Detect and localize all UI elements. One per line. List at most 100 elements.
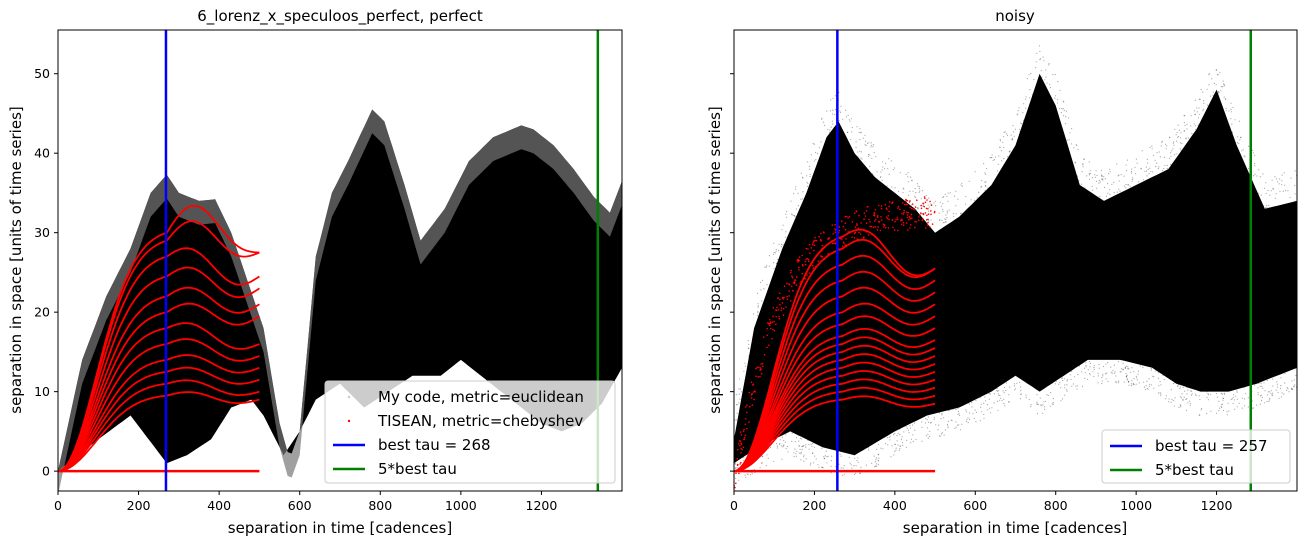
noise-point (1254, 173, 1256, 175)
noise-point (1220, 86, 1222, 88)
noise-point (1215, 69, 1218, 71)
noise-point (950, 419, 952, 421)
tisean-point (926, 214, 928, 217)
noise-point (1215, 393, 1218, 395)
noise-point (1130, 170, 1133, 173)
noise-point (984, 181, 986, 183)
tisean-point (788, 283, 791, 286)
tisean-point (826, 255, 829, 258)
noise-point (742, 460, 744, 462)
noise-point (927, 437, 929, 439)
noise-point (1135, 173, 1137, 175)
noise-point (897, 432, 899, 434)
noise-point (1225, 98, 1227, 100)
noise-point (967, 417, 969, 419)
noise-point (1020, 122, 1022, 124)
noise-point (1122, 369, 1124, 371)
tisean-point (855, 210, 858, 212)
noise-point (988, 393, 990, 395)
noise-point (834, 109, 837, 111)
noise-point (1261, 385, 1263, 387)
noise-point (838, 120, 840, 122)
noise-point (961, 423, 963, 425)
noise-point (1206, 413, 1208, 415)
tisean-point (876, 229, 879, 231)
tisean-point (920, 204, 922, 207)
noise-point (1177, 136, 1180, 138)
noise-point (986, 404, 989, 406)
noise-point (981, 179, 983, 182)
noise-point (957, 413, 959, 415)
tisean-point (782, 307, 785, 310)
noise-point (785, 231, 787, 233)
noise-point (965, 195, 967, 198)
noise-point (1097, 382, 1099, 384)
noise-point (810, 443, 812, 445)
noise-point (1198, 107, 1200, 109)
noise-point (1160, 394, 1162, 396)
tisean-point (854, 226, 857, 228)
noise-point (1025, 396, 1027, 399)
noise-point (1095, 180, 1097, 182)
tisean-point (794, 279, 797, 282)
tisean-point (877, 204, 880, 207)
tisean-point (768, 324, 771, 327)
noise-point (1102, 373, 1104, 375)
noise-point (1076, 388, 1078, 390)
noise-point (1042, 56, 1044, 58)
tisean-point (888, 205, 890, 208)
tisean-curve (58, 286, 260, 472)
tisean-point (810, 247, 813, 249)
noise-point (1141, 150, 1143, 152)
noise-point (1046, 394, 1048, 396)
noise-point (782, 446, 784, 448)
noise-point (1221, 403, 1223, 405)
noise-point (798, 452, 800, 454)
tisean-point (874, 218, 877, 221)
noise-point (1046, 82, 1048, 84)
noise-point (1025, 98, 1027, 100)
noise-point (1075, 385, 1077, 387)
noise-point (1283, 393, 1285, 395)
noise-point (1238, 402, 1240, 404)
noise-point (943, 196, 945, 198)
noise-point (940, 433, 943, 435)
noise-point (1294, 384, 1296, 386)
noise-point (1207, 104, 1209, 106)
noise-point (736, 412, 738, 414)
noise-point (1076, 144, 1078, 146)
noise-point (840, 467, 842, 469)
tisean-point (780, 307, 783, 309)
noise-point (1183, 115, 1185, 117)
noise-point (1005, 382, 1008, 384)
noise-point (1148, 385, 1150, 387)
noise-point (1101, 380, 1103, 382)
noise-point (877, 460, 879, 462)
noise-point (954, 427, 956, 429)
noise-point (807, 182, 809, 184)
left-axes-frame (57, 29, 623, 492)
noise-point (1101, 178, 1103, 180)
noise-point (752, 313, 755, 315)
tisean-point (925, 219, 928, 221)
noise-point (1083, 158, 1085, 160)
noise-point (735, 467, 737, 469)
tisean-point (759, 375, 761, 378)
tisean-point (903, 211, 905, 214)
noise-point (1127, 368, 1129, 370)
tisean-point (895, 218, 897, 221)
noise-point (1145, 385, 1147, 387)
noise-point (1278, 397, 1280, 399)
noise-point (1122, 362, 1124, 364)
noise-point (1222, 80, 1224, 82)
noise-point (1225, 107, 1227, 110)
noise-point (1295, 368, 1297, 370)
noise-point (933, 418, 935, 420)
noise-point (971, 401, 973, 404)
tisean-point (897, 205, 900, 208)
noise-point (895, 447, 897, 449)
noise-point (1231, 123, 1233, 125)
tisean-point (738, 440, 741, 442)
noise-point (983, 163, 985, 165)
noise-point (1124, 367, 1126, 369)
